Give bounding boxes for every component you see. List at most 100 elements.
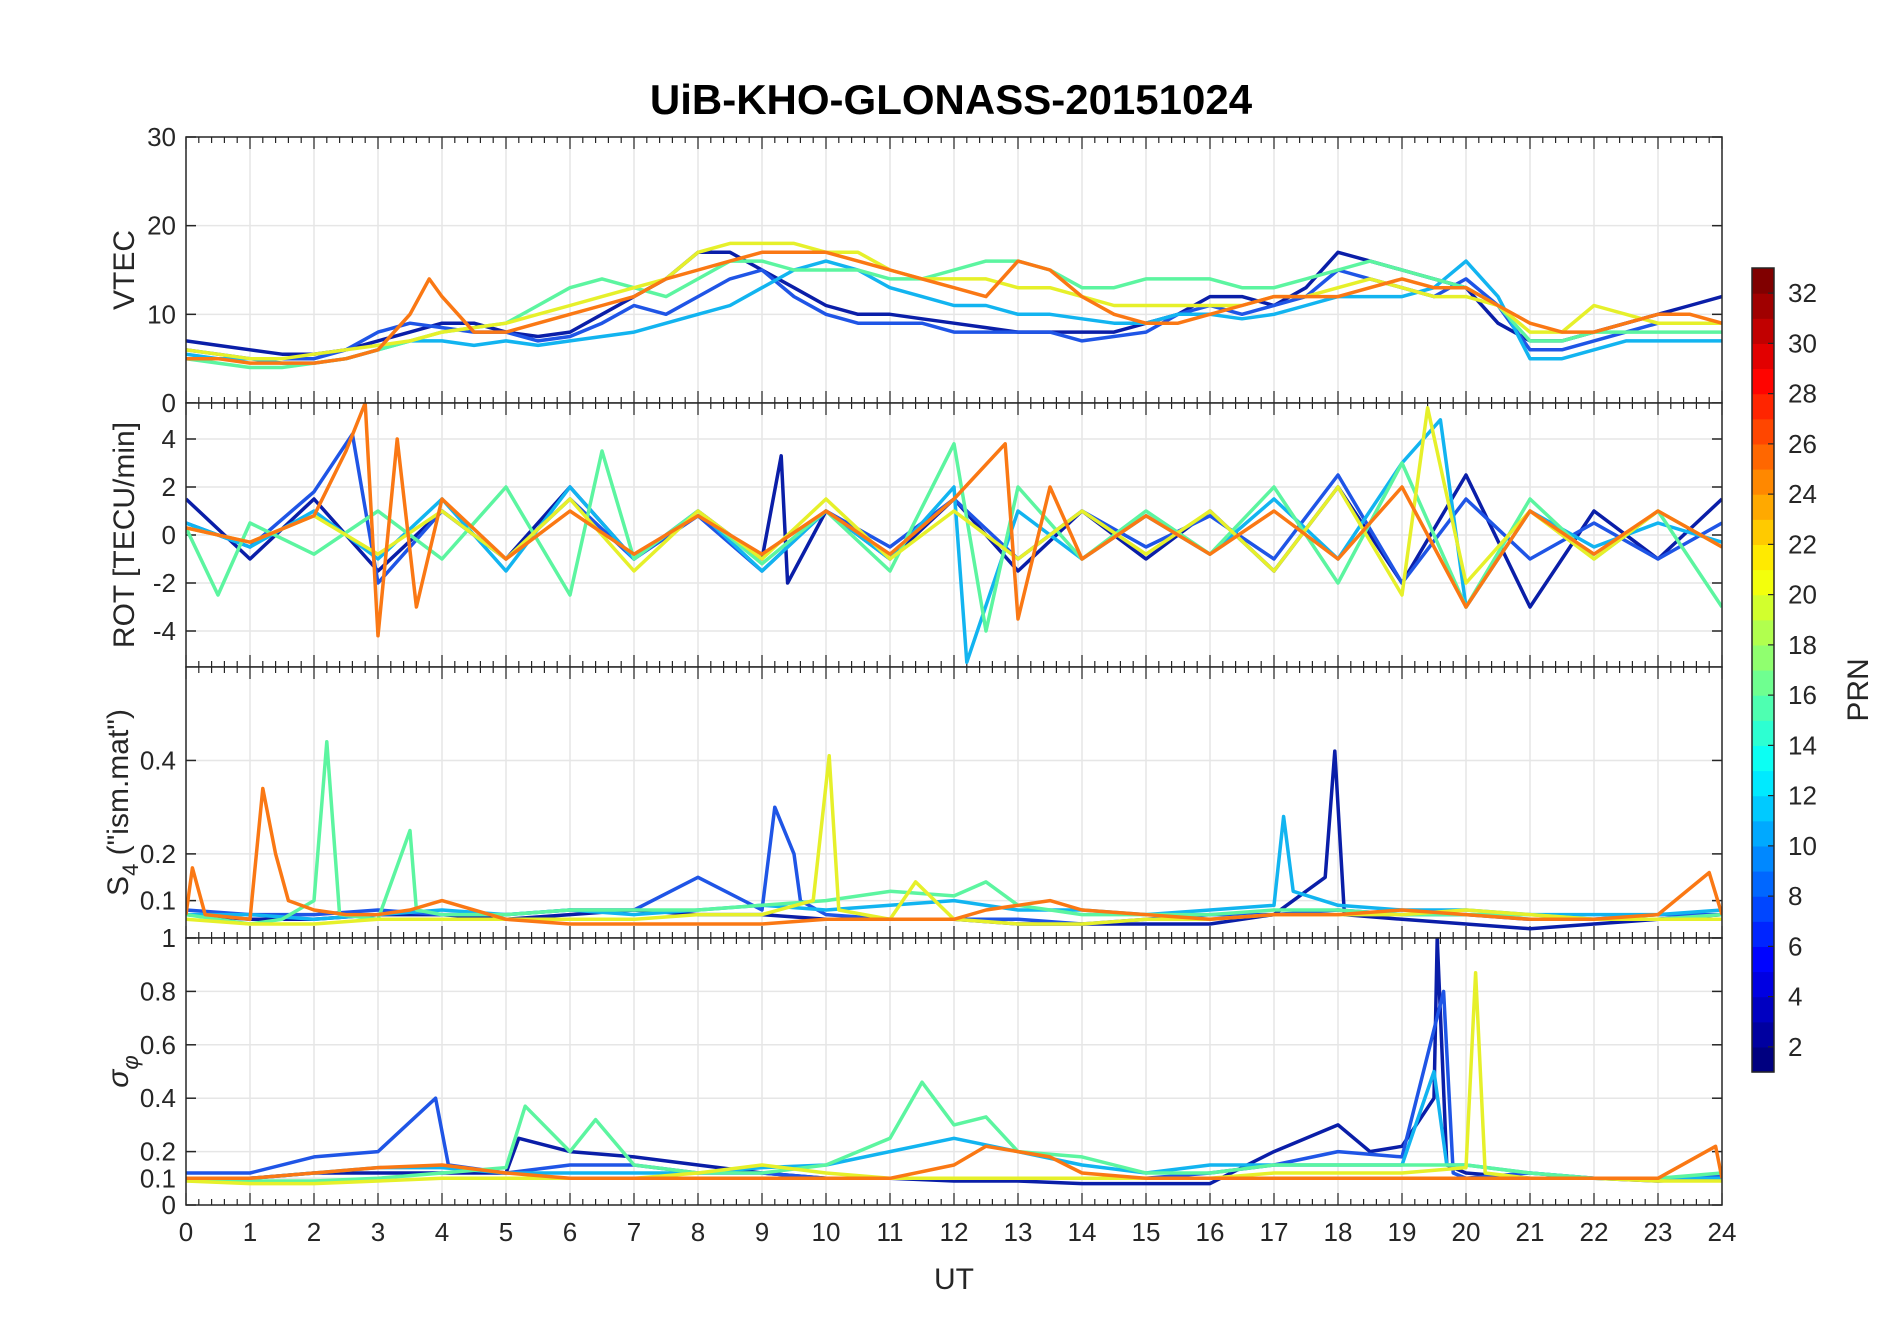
x-tick-label: 17 <box>1260 1217 1289 1247</box>
colorbar-segment <box>1752 1021 1774 1048</box>
x-tick-label: 8 <box>691 1217 705 1247</box>
colorbar-tick-label: 12 <box>1788 781 1817 811</box>
x-tick-label: 19 <box>1388 1217 1417 1247</box>
x-tick-label: 14 <box>1068 1217 1097 1247</box>
panel-1-ytick-label: 2 <box>162 472 176 502</box>
panel-0-series-1 <box>186 268 1722 361</box>
colorbar-tick-label: 26 <box>1788 429 1817 459</box>
colorbar-tick-label: 4 <box>1788 982 1802 1012</box>
colorbar-tick-label: 20 <box>1788 580 1817 610</box>
panel-0-ytick-label: 30 <box>147 122 176 152</box>
panel-2-ylabel: S4 ("ism.mat") <box>102 709 143 896</box>
panel-3-ytick-label: 0.1 <box>140 1163 176 1193</box>
colorbar-segment <box>1752 845 1774 872</box>
colorbar-segment <box>1752 670 1774 696</box>
colorbar-segment <box>1752 268 1774 294</box>
colorbar-segment <box>1752 594 1774 621</box>
panel-0-series-5 <box>186 250 1722 365</box>
x-tick-label: 23 <box>1644 1217 1673 1247</box>
colorbar-tick-label: 16 <box>1788 680 1817 710</box>
colorbar-label: PRN <box>1842 658 1875 721</box>
panel-2-series-5 <box>186 786 1722 926</box>
panel-0-series-2 <box>186 259 1722 365</box>
panel-2-ytick-label: 0.4 <box>140 745 176 775</box>
colorbar-segment <box>1752 1046 1774 1073</box>
colorbar-segment <box>1752 770 1774 797</box>
x-tick-label: 3 <box>371 1217 385 1247</box>
panel-3-ytick-label: 0 <box>162 1190 176 1220</box>
panel-2-ytick-label: 0.1 <box>140 886 176 916</box>
colorbar-segment <box>1752 745 1774 772</box>
colorbar-segment <box>1752 569 1774 596</box>
colorbar-segment <box>1752 720 1774 746</box>
panel-0-ylabel: VTEC <box>108 230 141 310</box>
x-tick-label: 18 <box>1324 1217 1353 1247</box>
panel-3-series-5 <box>186 1144 1722 1181</box>
panel-1-series-3 <box>186 442 1722 633</box>
colorbar-segment <box>1752 896 1774 922</box>
colorbar-tick-label: 24 <box>1788 479 1817 509</box>
colorbar-tick-label: 2 <box>1788 1032 1802 1062</box>
ylabel-main: S <box>102 876 135 896</box>
x-tick-label: 24 <box>1708 1217 1737 1247</box>
panel-3-ytick-label: 0.2 <box>140 1137 176 1167</box>
colorbar-segment <box>1752 494 1774 520</box>
x-tick-label: 5 <box>499 1217 513 1247</box>
colorbar-segment <box>1752 544 1774 571</box>
colorbar-segment <box>1752 293 1774 319</box>
x-tick-label: 4 <box>435 1217 449 1247</box>
panel-3-ytick-label: 0.4 <box>140 1083 176 1113</box>
x-tick-label: 11 <box>877 1217 904 1247</box>
panel-1-series-4 <box>186 406 1722 597</box>
x-tick-label: 22 <box>1580 1217 1609 1247</box>
chart-title: UiB-KHO-GLONASS-20151024 <box>649 76 1253 123</box>
panel-0-series-4 <box>186 241 1722 361</box>
ylabel-subscript: φ <box>118 1055 143 1069</box>
colorbar-tick-label: 8 <box>1788 881 1802 911</box>
panel-0-ytick-label: 20 <box>147 211 176 241</box>
panel-1-ytick-label: -2 <box>153 568 176 598</box>
colorbar-frame <box>1751 267 1775 1073</box>
colorbar-segment <box>1752 393 1774 420</box>
ylabel-subscript: 4 <box>118 864 143 876</box>
x-tick-label: 0 <box>179 1217 193 1247</box>
colorbar-segment <box>1752 469 1774 495</box>
panel-1-ytick-label: -4 <box>153 616 176 646</box>
colorbar-tick-label: 32 <box>1788 278 1817 308</box>
panel-1-ytick-label: 0 <box>162 520 176 550</box>
panel-0-ytick-label: 10 <box>147 299 176 329</box>
colorbar-tick-label: 6 <box>1788 931 1802 961</box>
x-tick-label: 12 <box>940 1217 969 1247</box>
panel-3-ytick-label: 0.8 <box>140 976 176 1006</box>
colorbar-segment <box>1752 795 1774 822</box>
colorbar-tick-label: 28 <box>1788 379 1817 409</box>
colorbar-segment <box>1752 519 1774 545</box>
colorbar-tick-label: 18 <box>1788 630 1817 660</box>
x-tick-label: 21 <box>1516 1217 1545 1247</box>
colorbar-segment <box>1752 971 1774 998</box>
colorbar-segment <box>1752 996 1774 1023</box>
colorbar-segment <box>1752 318 1774 344</box>
panel-3-ytick-label: 0.6 <box>140 1030 176 1060</box>
colorbar-segment <box>1752 418 1774 445</box>
panel-3-ytick-label: 1 <box>162 923 176 953</box>
panel-1-ylabel: ROT [TECU/min] <box>108 422 141 648</box>
x-axis-label: UT <box>934 1263 974 1296</box>
colorbar-segment <box>1752 921 1774 947</box>
colorbar-tick-label: 22 <box>1788 529 1817 559</box>
x-tick-label: 15 <box>1132 1217 1161 1247</box>
x-tick-label: 20 <box>1452 1217 1481 1247</box>
x-tick-label: 1 <box>243 1217 257 1247</box>
panel-0-ytick-label: 0 <box>162 388 176 418</box>
colorbar-tick-label: 14 <box>1788 730 1817 760</box>
x-tick-label: 10 <box>812 1217 841 1247</box>
colorbar-tick-label: 10 <box>1788 831 1817 861</box>
colorbar-segment <box>1752 368 1774 395</box>
colorbar-segment <box>1752 695 1774 721</box>
colorbar-segment <box>1752 644 1774 671</box>
x-tick-label: 7 <box>627 1217 641 1247</box>
x-tick-label: 13 <box>1004 1217 1033 1247</box>
panel-3-series-4 <box>186 970 1722 1186</box>
ylabel-main: σ <box>102 1068 135 1088</box>
